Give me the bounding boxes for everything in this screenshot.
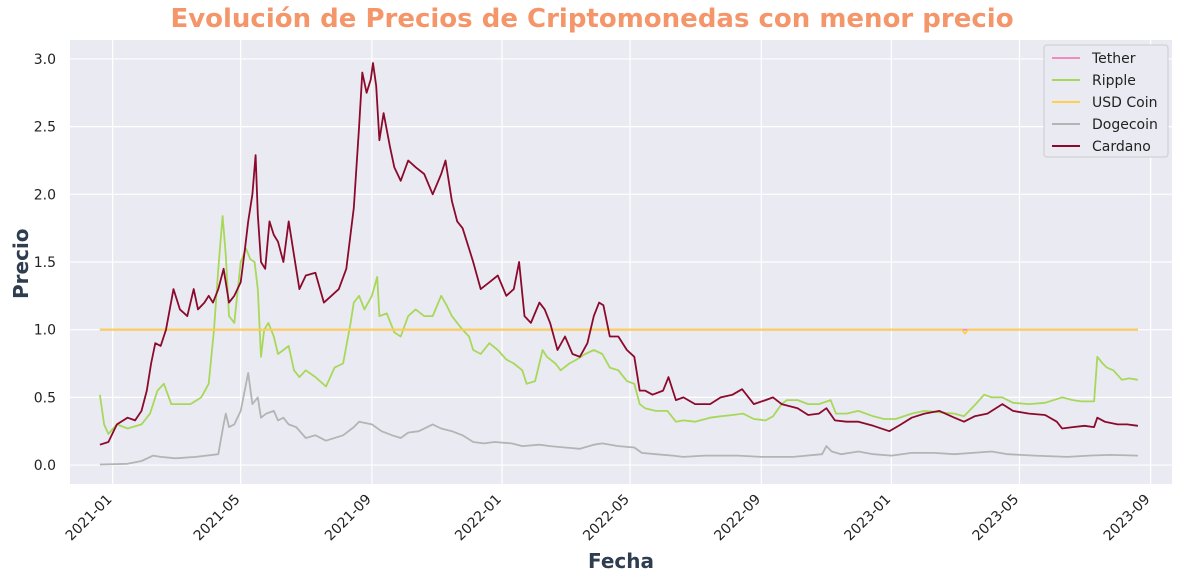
x-axis-label: Fecha (587, 549, 654, 573)
x-tick-label: 2021-09 (322, 492, 375, 545)
y-tick-label: 1.5 (34, 255, 56, 271)
series-line-ripple (99, 215, 1139, 435)
y-axis-label-text: Precio (9, 228, 33, 299)
y-tick-label: 1.0 (34, 323, 56, 339)
x-tick-label: 2022-05 (580, 492, 633, 545)
series-lines (99, 62, 1139, 466)
grid (70, 40, 1172, 484)
series-line-cardano (99, 62, 1139, 446)
legend: Tether Ripple USD Coin Dogecoin Cardano (1043, 44, 1169, 158)
legend-label: Dogecoin (1092, 117, 1158, 133)
y-tick-label: 2.5 (34, 120, 56, 136)
y-tick-label: 0.0 (34, 458, 56, 474)
x-tick-label: 2022-09 (711, 492, 764, 545)
x-tick-label: 2023-01 (842, 492, 895, 545)
legend-label: Ripple (1092, 73, 1136, 89)
legend-label: Cardano (1092, 139, 1151, 155)
y-tick-label: 3.0 (34, 52, 56, 68)
x-tick-label: 2023-09 (1101, 492, 1154, 545)
y-tick-label: 0.5 (34, 390, 56, 406)
x-tick-label: 2021-05 (191, 492, 244, 545)
x-tick-label: 2022-01 (452, 492, 505, 545)
legend-label: USD Coin (1092, 95, 1157, 111)
y-tick-label: 2.0 (34, 187, 56, 203)
series-line-usd-coin (99, 328, 1138, 335)
chart-title: Evolución de Precios de Criptomonedas co… (170, 4, 1014, 34)
x-tick-label: 2021-01 (63, 492, 116, 545)
y-axis-label: Precio (6, 228, 36, 299)
legend-label: Tether (1091, 51, 1136, 67)
legend-box (1043, 44, 1169, 158)
x-tick-label: 2023-05 (970, 492, 1023, 545)
series-line-dogecoin (99, 372, 1138, 466)
